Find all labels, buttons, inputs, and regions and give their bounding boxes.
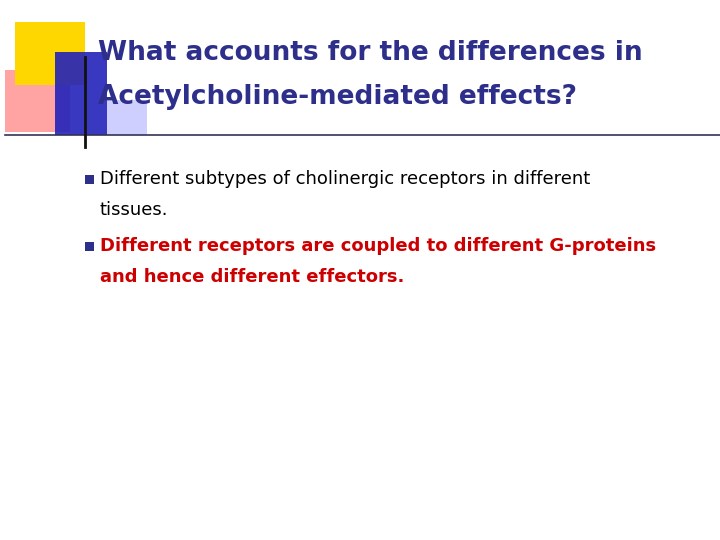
Text: Acetylcholine-mediated effects?: Acetylcholine-mediated effects? — [98, 84, 577, 110]
Bar — [55, 52, 107, 135]
Bar — [107, 100, 147, 135]
Text: What accounts for the differences in: What accounts for the differences in — [98, 40, 643, 66]
Text: Different subtypes of cholinergic receptors in different: Different subtypes of cholinergic recept… — [100, 170, 590, 188]
Bar — [15, 22, 85, 85]
Bar — [5, 70, 70, 132]
Bar — [85, 242, 94, 251]
Text: Different receptors are coupled to different G-proteins: Different receptors are coupled to diffe… — [100, 237, 656, 255]
Text: tissues.: tissues. — [100, 201, 168, 219]
Text: and hence different effectors.: and hence different effectors. — [100, 268, 405, 286]
Bar — [85, 175, 94, 184]
